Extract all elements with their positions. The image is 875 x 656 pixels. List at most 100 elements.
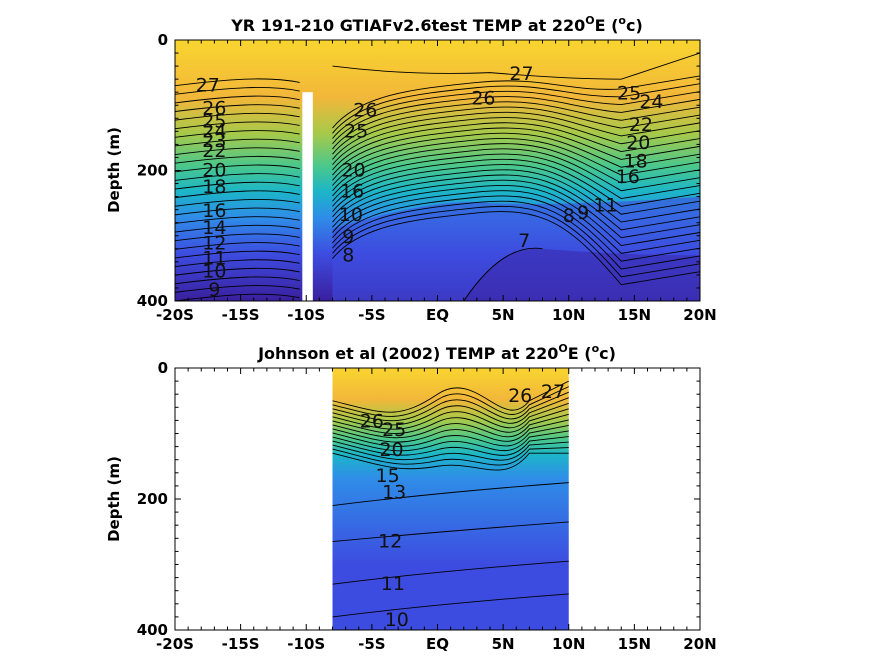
top-contour-panel: YR 191-210 GTIAFv2.6test TEMP at 220OE (… (105, 14, 717, 324)
contour-line (332, 211, 700, 286)
temperature-field (332, 368, 569, 630)
x-tick-label: -5S (358, 306, 385, 324)
contour-label: 16 (202, 200, 226, 222)
contour-line (175, 112, 300, 121)
contour-line (332, 122, 700, 171)
contour-line (332, 419, 569, 443)
x-tick-label: 5N (492, 306, 515, 324)
contour-label: 10 (202, 261, 226, 283)
contour-line (332, 52, 700, 80)
contour-label: 25 (202, 111, 226, 133)
contour-line (332, 117, 700, 165)
contour-label: 25 (344, 120, 368, 142)
contour-line (175, 207, 300, 216)
contour-label: 24 (202, 120, 226, 142)
contour-line (175, 199, 300, 207)
contour-line (332, 391, 569, 422)
x-tick-label: -10S (287, 635, 325, 653)
cold-water-region (332, 196, 700, 301)
contour-label: 14 (202, 217, 226, 239)
contour-line (332, 153, 700, 202)
contour-line (332, 106, 700, 155)
contour-line (332, 380, 569, 413)
contour-line (175, 104, 300, 112)
contour-line (332, 521, 569, 543)
contour-label: 20 (379, 439, 403, 461)
contour-line (463, 247, 543, 301)
contour-line (175, 155, 300, 164)
contour-line (332, 408, 569, 434)
y-tick-label: 0 (158, 359, 168, 377)
contour-line (175, 147, 300, 156)
x-tick-label: 5N (492, 635, 515, 653)
contour-label: 9 (577, 202, 589, 224)
y-tick-label: 200 (137, 162, 168, 180)
contour-label: 22 (629, 114, 653, 136)
x-tick-label: -20S (156, 635, 194, 653)
contour-label: 20 (341, 160, 365, 182)
contour-line (332, 90, 700, 139)
contour-label: 18 (624, 150, 648, 172)
contour-line (175, 224, 300, 233)
contour-label: 10 (339, 204, 363, 226)
contour-line (332, 143, 700, 192)
x-tick-label: 10N (552, 635, 585, 653)
contour-label: 20 (202, 160, 226, 182)
contour-line (175, 285, 300, 293)
contour-label: 26 (360, 411, 384, 433)
contour-label: 9 (208, 279, 220, 301)
contour-line (175, 87, 300, 95)
contour-line (332, 158, 700, 207)
contour-line (175, 138, 300, 147)
contour-label: 27 (196, 75, 220, 97)
contour-label: 20 (626, 132, 650, 154)
contour-label: 18 (202, 176, 226, 198)
contour-label: 13 (382, 481, 406, 503)
contour-label: 16 (340, 180, 364, 202)
contour-label: 8 (563, 205, 575, 227)
x-tick-label: -5S (358, 635, 385, 653)
x-tick-label: 20N (683, 306, 716, 324)
contour-label: 26 (471, 88, 495, 110)
contour-line (332, 195, 700, 262)
contour-label: 22 (202, 140, 226, 162)
contour-label: 11 (202, 248, 226, 270)
contour-line (175, 130, 300, 138)
contour-lines (332, 380, 569, 618)
contour-line (175, 259, 300, 267)
x-tick-label: 10N (552, 306, 585, 324)
contour-label: 15 (376, 465, 400, 487)
y-tick-label: 0 (158, 31, 168, 49)
x-tick-label: EQ (426, 306, 449, 324)
contour-line (332, 424, 569, 447)
contour-line (175, 293, 300, 301)
contour-line (175, 181, 300, 190)
y-tick-label: 400 (137, 292, 168, 310)
contour-line (332, 560, 569, 585)
contour-line (332, 111, 700, 160)
x-tick-label: -15S (222, 635, 260, 653)
y-tick-label: 200 (137, 490, 168, 508)
contour-line (332, 452, 569, 471)
contour-line (175, 267, 300, 276)
contour-line (332, 179, 700, 239)
x-tick-label: 15N (618, 306, 651, 324)
contour-line (332, 96, 700, 145)
contour-line (332, 164, 700, 215)
contour-label: 11 (593, 195, 617, 217)
contour-line (332, 482, 569, 506)
contour-line (175, 173, 300, 181)
contour-line (175, 276, 300, 285)
deep-cold-core (463, 248, 700, 301)
contour-label: 25 (617, 83, 641, 105)
contour-line (332, 397, 569, 426)
contour-line (175, 233, 300, 242)
contour-line (332, 386, 569, 417)
bottom-panel-ylabel: Depth (m) (105, 456, 123, 542)
contour-line (332, 593, 569, 618)
contour-line (332, 190, 700, 254)
contour-label: 11 (381, 573, 405, 595)
contour-label: 12 (378, 531, 402, 553)
x-tick-label: -15S (222, 306, 260, 324)
